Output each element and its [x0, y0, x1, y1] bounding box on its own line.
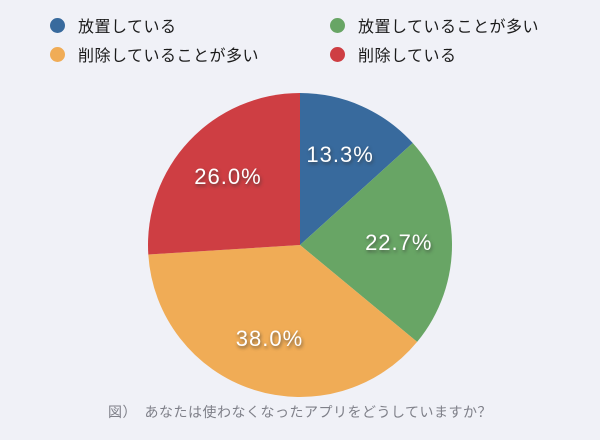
legend-item-mostly-leave: 放置していることが多い: [330, 13, 539, 37]
legend-label: 放置している: [78, 19, 177, 36]
pie-percent-label-1: 22.7%: [365, 229, 433, 255]
chart-legend: 放置している 放置していることが多い 削除していることが多い 削除している: [50, 13, 539, 66]
pie-percent-label-3: 26.0%: [194, 164, 262, 190]
legend-item-delete: 削除している: [330, 42, 539, 66]
pie-slice-3: [148, 93, 300, 255]
legend-label: 放置していることが多い: [358, 19, 540, 36]
legend-label: 削除していることが多い: [78, 48, 260, 65]
legend-item-mostly-delete: 削除していることが多い: [50, 42, 330, 66]
pie-slice-2: [148, 245, 418, 397]
legend-label: 削除している: [358, 48, 457, 65]
chart-caption: 図） あなたは使わなくなったアプリをどうしていますか？: [107, 404, 493, 420]
legend-swatch-icon: [50, 17, 65, 33]
pie-percent-label-0: 13.3%: [306, 141, 374, 167]
legend-swatch-icon: [50, 46, 65, 62]
pie-slice-1: [300, 143, 452, 342]
legend-item-leave: 放置している: [50, 13, 330, 37]
legend-swatch-icon: [330, 46, 345, 62]
legend-swatch-icon: [330, 17, 345, 33]
pie-percent-label-2: 38.0%: [235, 325, 304, 351]
pie-slice-0: [300, 93, 413, 245]
